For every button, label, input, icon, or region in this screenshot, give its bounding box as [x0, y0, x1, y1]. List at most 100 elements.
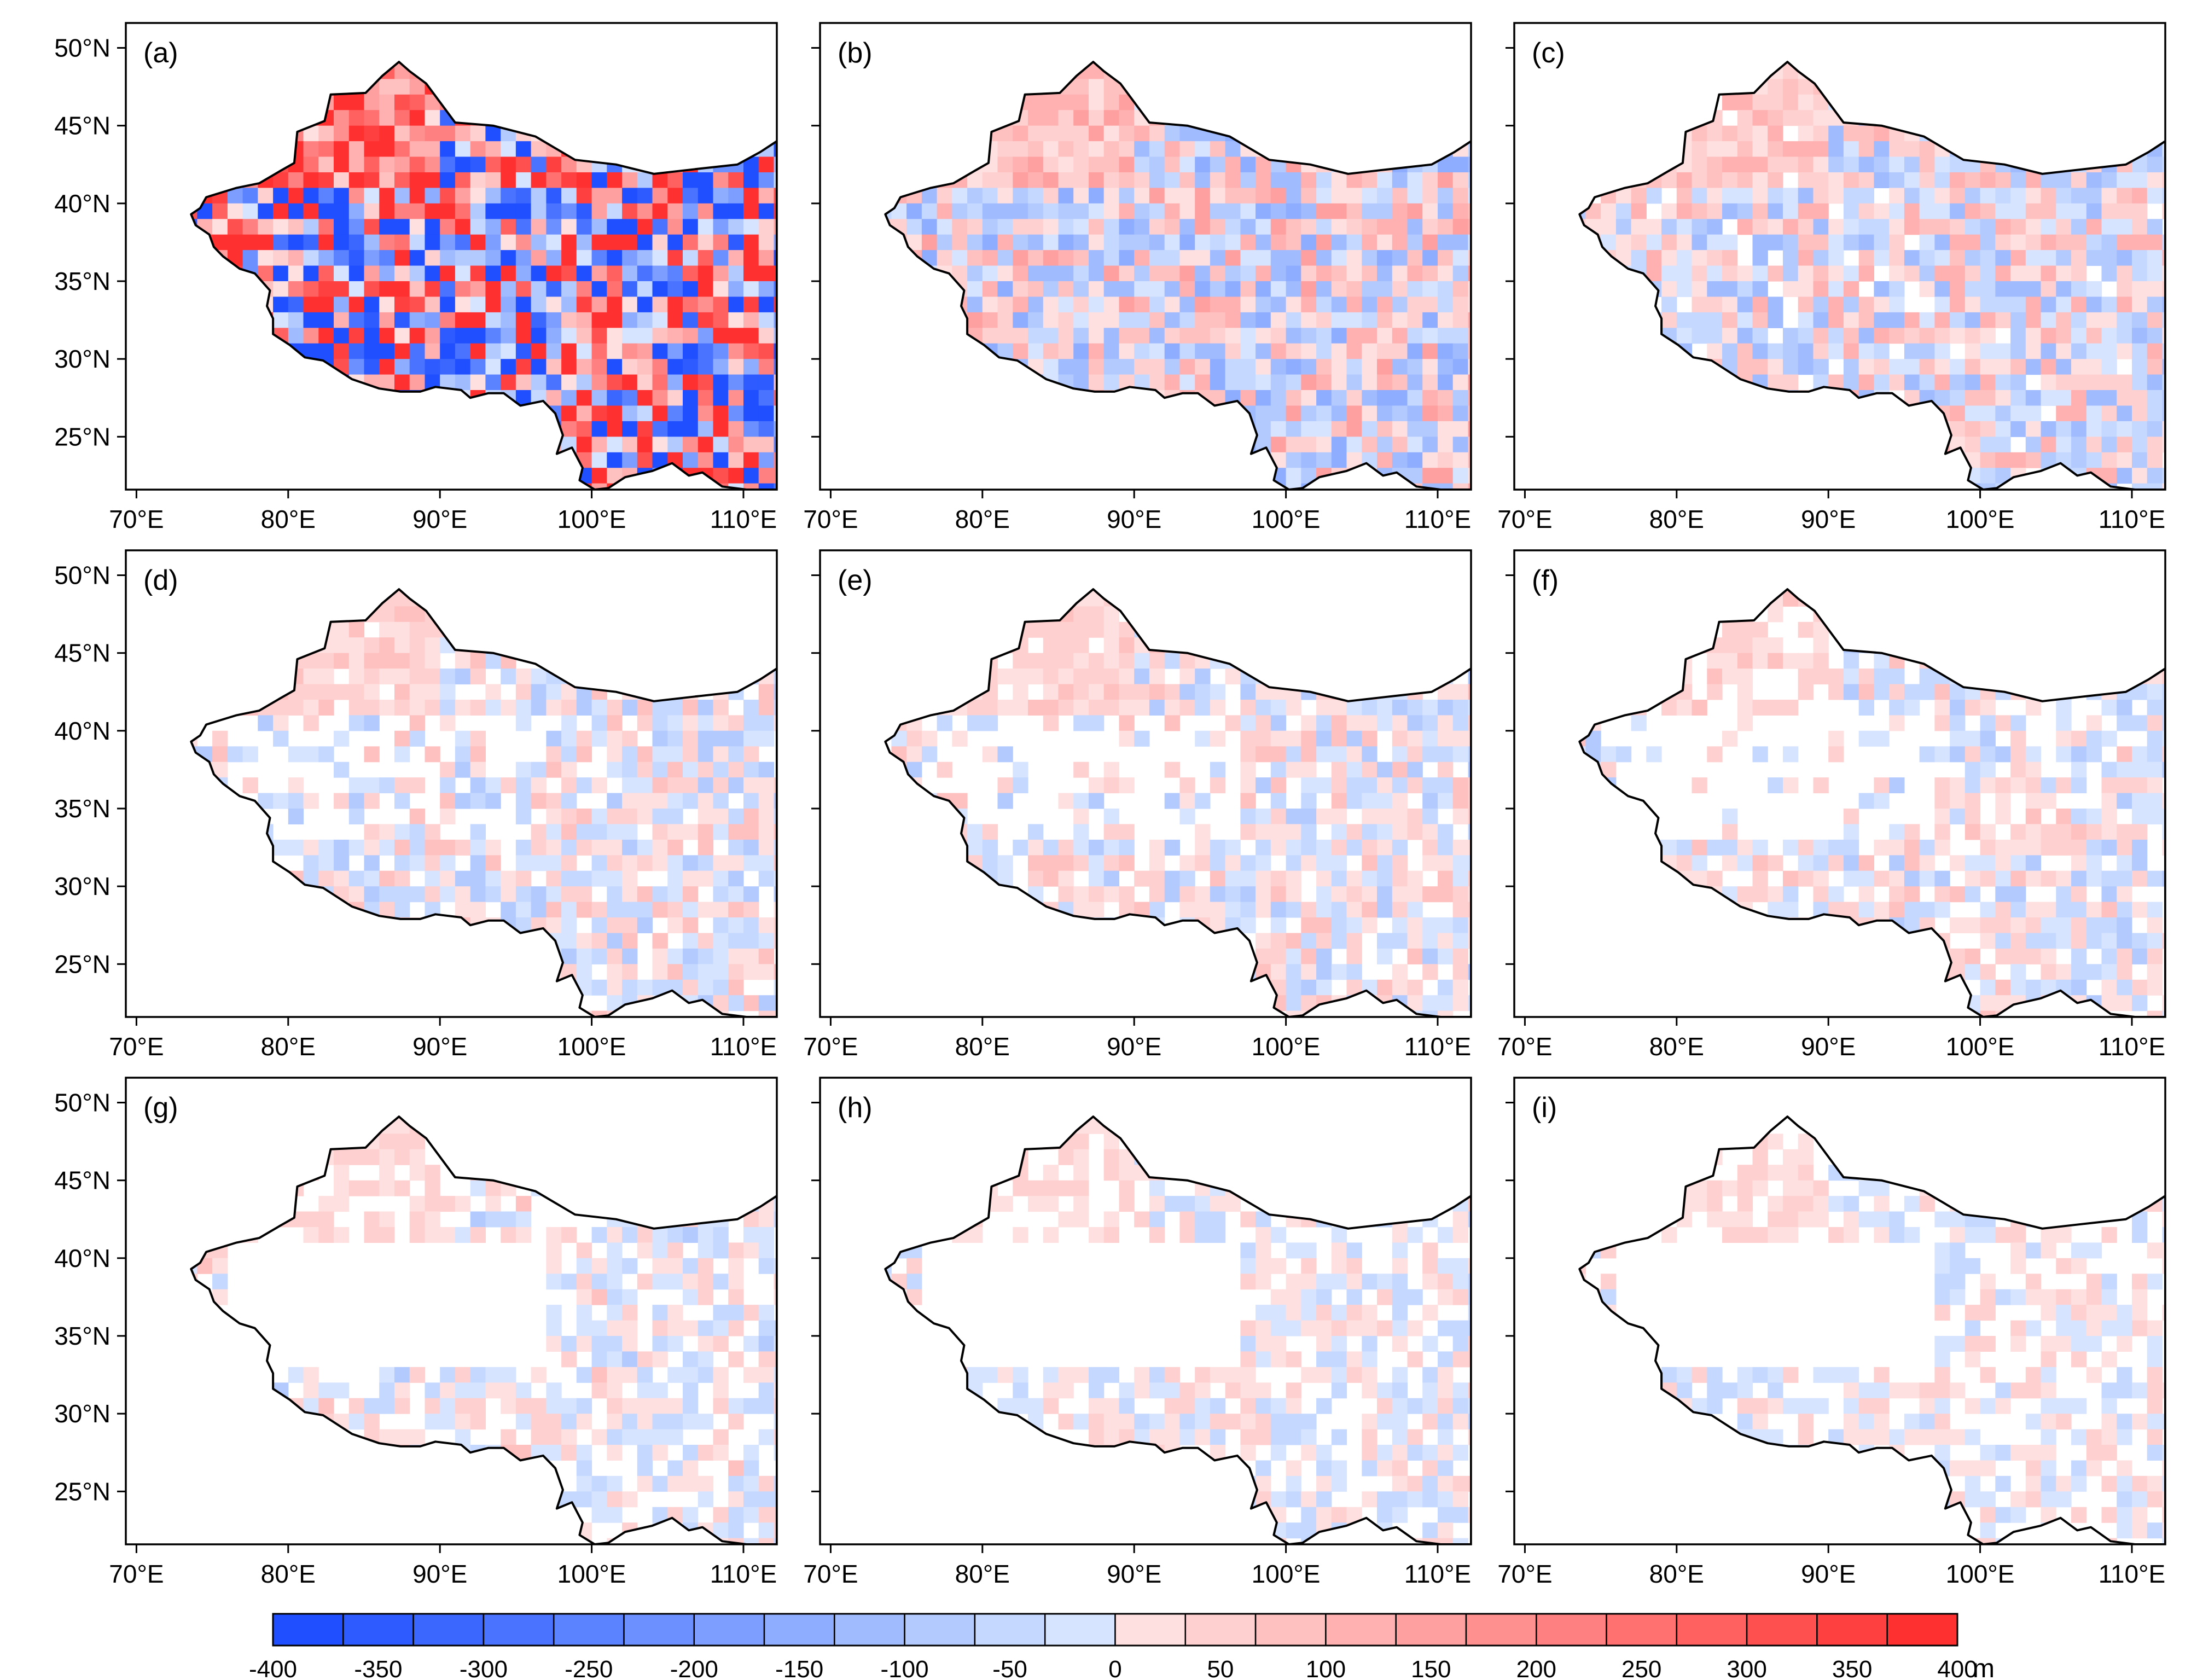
grid-cell: [1631, 250, 1647, 266]
grid-cell: [136, 933, 152, 949]
grid-cell: [607, 483, 623, 490]
grid-cell: [258, 62, 274, 64]
grid-cell: [212, 606, 228, 623]
grid-cell: [561, 172, 577, 188]
grid-cell: [364, 668, 380, 685]
grid-cell: [1995, 203, 2011, 219]
grid-cell: [2117, 17, 2132, 33]
grid-cell: [576, 777, 592, 794]
grid-cell: [1579, 328, 1586, 344]
grid-cell: [515, 715, 532, 731]
grid-cell: [1422, 483, 1438, 490]
grid-cell: [379, 374, 395, 391]
grid-cell: [273, 452, 289, 468]
grid-cell: [546, 452, 562, 468]
grid-cell: [1058, 421, 1074, 437]
grid-cell: [667, 483, 683, 490]
grid-cell: [997, 483, 1013, 490]
grid-cell: [318, 265, 334, 282]
grid-cell: [152, 281, 167, 297]
grid-cell: [1752, 234, 1768, 251]
grid-cell: [191, 606, 197, 623]
grid-cell: [952, 437, 968, 453]
grid-cell: [1752, 94, 1768, 111]
grid-cell: [1346, 359, 1362, 375]
grid-cell: [273, 700, 289, 716]
grid-cell: [1164, 483, 1180, 490]
grid-cell: [303, 265, 319, 282]
grid-cell: [1980, 188, 1996, 204]
grid-cell: [425, 312, 440, 328]
grid-cell: [830, 110, 846, 126]
grid-cell: [258, 483, 274, 490]
grid-cell: [1392, 452, 1408, 468]
grid-cell: [258, 125, 274, 142]
grid-cell: [515, 839, 532, 856]
grid-cell: [1828, 188, 1844, 204]
grid-cell: [1149, 234, 1165, 251]
grid-cell: [846, 250, 861, 266]
grid-cell: [227, 62, 243, 64]
grid-cell: [2056, 234, 2072, 251]
grid-cell: [713, 809, 729, 824]
grid-cell: [967, 452, 983, 468]
grid-cell: [1510, 219, 1525, 235]
grid-cell: [212, 437, 228, 453]
grid-cell: [1225, 156, 1241, 173]
grid-cell: [409, 621, 425, 638]
grid-cell: [591, 902, 607, 918]
grid-cell: [410, 17, 425, 33]
grid-cell: [1934, 374, 1950, 391]
grid-cell: [1874, 374, 1890, 391]
grid-cell: [531, 452, 547, 468]
grid-cell: [121, 157, 137, 173]
grid-cell: [531, 544, 547, 560]
grid-cell: [258, 421, 274, 437]
grid-cell: [774, 421, 777, 437]
grid-cell: [1438, 32, 1453, 48]
grid-cell: [1585, 297, 1601, 313]
grid-cell: [1377, 172, 1393, 188]
grid-cell: [1013, 281, 1028, 297]
grid-cell: [348, 390, 365, 406]
grid-cell: [891, 94, 907, 111]
grid-cell: [1615, 79, 1632, 95]
grid-cell: [288, 621, 304, 638]
grid-cell: [561, 839, 577, 856]
grid-cell: [1013, 234, 1028, 251]
grid-cell: [1510, 172, 1525, 188]
grid-cell: [515, 250, 532, 266]
grid-cell: [546, 172, 562, 188]
grid-cell: [546, 297, 562, 313]
grid-cell: [967, 265, 983, 282]
grid-cell: [334, 32, 349, 48]
grid-cell: [698, 870, 714, 887]
grid-cell: [622, 172, 638, 188]
grid-cell: [1798, 17, 1814, 33]
grid-cell: [743, 886, 759, 903]
grid-cell: [1601, 79, 1617, 95]
grid-cell: [758, 452, 774, 468]
grid-cell: [759, 544, 774, 560]
grid-cell: [1631, 281, 1647, 297]
grid-cell: [1256, 203, 1271, 219]
grid-cell: [1615, 141, 1632, 158]
grid-cell: [121, 95, 137, 111]
grid-cell: [455, 359, 471, 375]
grid-cell: [607, 730, 623, 747]
grid-cell: [167, 917, 182, 933]
grid-cell: [1301, 125, 1317, 142]
grid-cell: [425, 281, 440, 297]
grid-cell: [846, 172, 861, 188]
grid-cell: [1331, 110, 1347, 126]
grid-cell: [485, 870, 501, 887]
grid-cell: [546, 483, 562, 490]
grid-cell: [713, 203, 729, 219]
grid-cell: [2132, 110, 2148, 126]
grid-cell: [334, 560, 349, 575]
grid-cell: [1179, 219, 1195, 235]
grid-cell: [1346, 343, 1362, 359]
grid-cell: [1270, 468, 1287, 484]
grid-cell: [425, 188, 440, 204]
grid-cell: [1149, 359, 1165, 375]
